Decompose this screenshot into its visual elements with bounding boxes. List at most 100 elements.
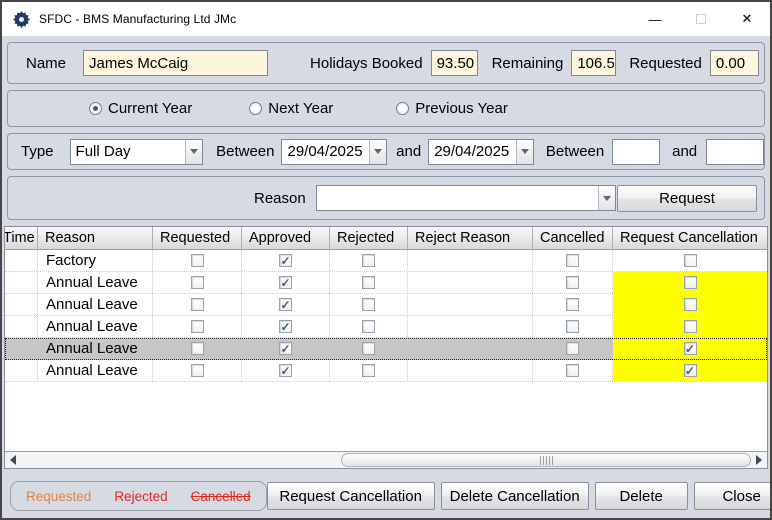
rejected-checkbox-cell[interactable] [330,272,408,293]
header-approved[interactable]: Approved [242,227,330,249]
maximize-button[interactable] [678,2,724,36]
chevron-down-icon[interactable] [515,139,533,164]
checkbox-icon[interactable] [566,364,579,377]
request-cancellation-checkbox-cell[interactable] [613,272,767,293]
close-button[interactable]: ✕ [724,2,770,36]
requested-checkbox-cell[interactable] [153,338,242,359]
checkbox-icon[interactable] [279,298,292,311]
scroll-left-button[interactable] [5,452,21,468]
checkbox-icon[interactable] [566,254,579,267]
radio-icon[interactable] [396,102,410,115]
request-cancellation-checkbox-cell[interactable] [613,294,767,315]
checkbox-icon[interactable] [683,342,697,355]
request-cancellation-checkbox-cell[interactable] [613,360,767,381]
table-row[interactable]: Factory [5,250,767,272]
date-from-select[interactable]: 29/04/2025 [281,138,388,165]
scroll-right-button[interactable] [751,452,767,468]
radio-previous-year[interactable]: Previous Year [396,100,508,117]
checkbox-icon[interactable] [566,276,579,289]
table-row[interactable]: Annual Leave [5,272,767,294]
checkbox-icon[interactable] [362,276,375,289]
cancelled-checkbox-cell[interactable] [533,316,613,337]
minimize-button[interactable]: — [632,2,678,36]
rejected-checkbox-cell[interactable] [330,250,408,271]
cancelled-checkbox-cell[interactable] [533,338,613,359]
checkbox-icon[interactable] [190,254,204,267]
requested-checkbox-cell[interactable] [153,360,242,381]
request-cancellation-checkbox-cell[interactable] [613,338,767,359]
reason-select[interactable] [315,185,616,211]
checkbox-icon[interactable] [279,364,292,377]
scrollbar-thumb[interactable] [341,453,751,467]
checkbox-icon[interactable] [362,254,375,267]
request-button[interactable]: Request [617,184,757,212]
checkbox-icon[interactable] [566,320,579,333]
requested-checkbox-cell[interactable] [153,294,242,315]
chevron-down-icon[interactable] [369,139,387,164]
radio-current-year[interactable]: Current Year [89,100,192,117]
header-request-cancellation[interactable]: Request Cancellation [620,230,758,246]
radio-icon[interactable] [89,102,102,115]
table-row[interactable]: Annual Leave [5,338,767,360]
rejected-checkbox-cell[interactable] [330,360,408,381]
request-cancellation-button[interactable]: Request Cancellation [266,482,435,510]
approved-checkbox-cell[interactable] [242,360,330,381]
checkbox-icon[interactable] [190,320,204,333]
radio-icon[interactable] [249,102,263,115]
delete-button[interactable]: Delete [594,482,688,510]
checkbox-icon[interactable] [362,364,375,377]
requested-checkbox-cell[interactable] [153,272,242,293]
header-requested[interactable]: Requested [153,227,242,249]
approved-checkbox-cell[interactable] [242,272,330,293]
cancelled-checkbox-cell[interactable] [533,360,613,381]
checkbox-icon[interactable] [279,276,292,289]
table-row[interactable]: Annual Leave [5,294,767,316]
chevron-down-icon[interactable] [185,139,203,164]
checkbox-icon[interactable] [566,298,579,311]
checkbox-icon[interactable] [190,342,204,355]
checkbox-icon[interactable] [279,320,292,333]
radio-next-year[interactable]: Next Year [249,100,333,117]
checkbox-icon[interactable] [279,342,292,355]
header-time[interactable]: Time [5,227,38,249]
table-row[interactable]: Annual Leave [5,360,767,382]
checkbox-icon[interactable] [190,364,204,377]
rejected-checkbox-cell[interactable] [330,294,408,315]
type-select[interactable]: Full Day [69,138,204,165]
table-row[interactable]: Annual Leave [5,316,767,338]
close-button-footer[interactable]: Close [693,482,770,510]
date-to-select[interactable]: 29/04/2025 [428,138,534,165]
cancelled-checkbox-cell[interactable] [533,272,613,293]
rejected-checkbox-cell[interactable] [330,316,408,337]
rejected-checkbox-cell[interactable] [330,338,408,359]
checkbox-icon[interactable] [362,320,375,333]
approved-checkbox-cell[interactable] [242,250,330,271]
checkbox-icon[interactable] [683,320,697,333]
approved-checkbox-cell[interactable] [242,316,330,337]
checkbox-icon[interactable] [362,342,375,355]
cancelled-checkbox-cell[interactable] [533,250,613,271]
checkbox-icon[interactable] [190,298,204,311]
checkbox-icon[interactable] [683,276,697,289]
time-from-input[interactable] [612,138,661,165]
checkbox-icon[interactable] [190,276,204,289]
checkbox-icon[interactable] [683,254,697,267]
cancelled-checkbox-cell[interactable] [533,294,613,315]
time-to-input[interactable] [706,138,765,165]
horizontal-scrollbar[interactable] [5,451,767,468]
request-cancellation-checkbox-cell[interactable] [613,250,767,271]
checkbox-icon[interactable] [279,254,292,267]
checkbox-icon[interactable] [683,364,697,377]
header-reason[interactable]: Reason [38,227,153,249]
chevron-down-icon[interactable] [597,186,615,210]
requested-checkbox-cell[interactable] [153,250,242,271]
approved-checkbox-cell[interactable] [242,338,330,359]
header-cancelled[interactable]: Cancelled [533,227,613,249]
approved-checkbox-cell[interactable] [242,294,330,315]
name-input[interactable]: James McCaig [83,50,269,76]
requested-checkbox-cell[interactable] [153,316,242,337]
header-reject-reason[interactable]: Reject Reason [408,227,533,249]
header-rejected[interactable]: Rejected [330,227,408,249]
checkbox-icon[interactable] [566,342,579,355]
request-cancellation-checkbox-cell[interactable] [613,316,767,337]
